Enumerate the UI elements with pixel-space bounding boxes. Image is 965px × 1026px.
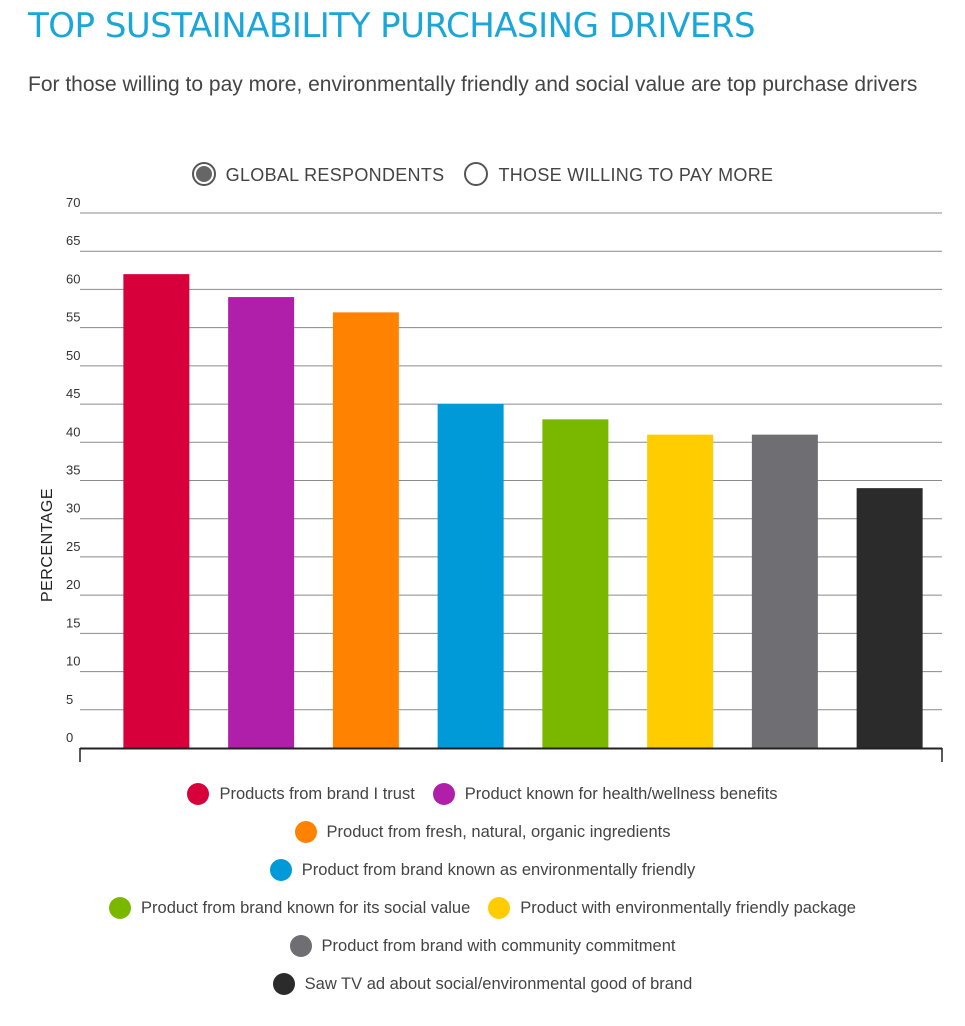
y-tick-label: 45 — [66, 386, 80, 401]
y-tick-label: 55 — [66, 310, 80, 325]
legend-color-dot — [272, 973, 295, 995]
bar[interactable] — [228, 297, 295, 748]
chart-subtitle: For those willing to pay more, environme… — [28, 73, 918, 96]
y-tick-label: 60 — [66, 271, 80, 286]
legend-label: Product known for health/wellness benefi… — [464, 784, 778, 803]
legend-label: Product from brand with community commit… — [321, 936, 676, 955]
chart-title: TOP SUSTAINABILITY PURCHASING DRIVERS — [28, 6, 756, 46]
bar[interactable] — [856, 488, 923, 748]
legend-item[interactable]: Product from brand known as environmenta… — [269, 859, 696, 881]
bar[interactable] — [332, 312, 399, 748]
y-tick-label: 5 — [66, 692, 73, 707]
legend-label: Product from fresh, natural, organic ing… — [326, 822, 671, 841]
y-tick-label: 30 — [66, 501, 80, 516]
y-tick-label: 70 — [66, 195, 80, 210]
bar[interactable] — [542, 419, 609, 748]
legend-color-dot — [432, 783, 455, 805]
legend-item[interactable]: Product with environmentally friendly pa… — [488, 897, 856, 919]
legend-item[interactable]: Product from brand known for its social … — [109, 897, 470, 919]
legend-color-dot — [294, 821, 317, 843]
radio-unselected-icon[interactable] — [464, 162, 489, 186]
y-tick-label: 35 — [66, 463, 80, 478]
x-axis — [79, 747, 943, 762]
legend-label: Product from brand known as environmenta… — [301, 860, 696, 879]
legend-color-dot — [109, 897, 132, 919]
global-respondents-option[interactable]: GLOBAL RESPONDENTS — [191, 162, 445, 186]
y-tick-label: 0 — [66, 730, 73, 745]
bars — [123, 274, 923, 748]
bar[interactable] — [751, 434, 818, 748]
grid-lines — [80, 212, 942, 711]
y-tick-label: 25 — [66, 539, 80, 554]
y-tick-label: 15 — [66, 615, 80, 630]
radio-dot — [195, 166, 212, 182]
legend-item[interactable]: Product known for health/wellness benefi… — [432, 783, 778, 805]
radio-selected-icon[interactable] — [191, 162, 216, 186]
legend-item[interactable]: Products from brand I trust — [187, 783, 415, 805]
legend-item[interactable]: Product from fresh, natural, organic ing… — [294, 821, 671, 843]
legend-item[interactable]: Saw TV ad about social/environmental goo… — [272, 973, 693, 995]
legend: Products from brand I trust Product know… — [0, 775, 965, 1003]
global-respondents-label: GLOBAL RESPONDENTS — [225, 164, 445, 185]
legend-label: Products from brand I trust — [219, 784, 415, 803]
y-tick-label: 40 — [66, 424, 80, 439]
legend-label: Product from brand known for its social … — [141, 898, 471, 917]
bar-chart: 0 5 10 15 20 25 30 35 40 45 50 55 60 65 70 PERCENTAGE — [39, 195, 943, 762]
y-tick-label: 10 — [66, 654, 80, 669]
y-tick-label: 65 — [66, 233, 80, 248]
y-tick-label: 20 — [66, 577, 80, 592]
willing-to-pay-more-label: THOSE WILLING TO PAY MORE — [498, 164, 774, 185]
bar[interactable] — [647, 434, 714, 748]
y-tick-labels: 0 5 10 15 20 25 30 35 40 45 50 55 60 65 70 — [66, 195, 80, 745]
legend-item[interactable]: Product from brand with community commit… — [289, 935, 676, 957]
bar[interactable] — [123, 274, 190, 748]
bar[interactable] — [437, 404, 504, 748]
legend-color-dot — [187, 783, 210, 805]
y-tick-label: 50 — [66, 348, 80, 363]
legend-color-dot — [289, 935, 312, 957]
legend-label: Product with environmentally friendly pa… — [520, 898, 856, 917]
y-axis-label: PERCENTAGE — [39, 488, 56, 602]
legend-label: Saw TV ad about social/environmental goo… — [304, 974, 693, 993]
legend-color-dot — [269, 859, 292, 881]
legend-color-dot — [488, 897, 511, 919]
willing-to-pay-more-option[interactable]: THOSE WILLING TO PAY MORE — [464, 162, 773, 186]
respondent-toggle: GLOBAL RESPONDENTS THOSE WILLING TO PAY … — [0, 162, 965, 186]
